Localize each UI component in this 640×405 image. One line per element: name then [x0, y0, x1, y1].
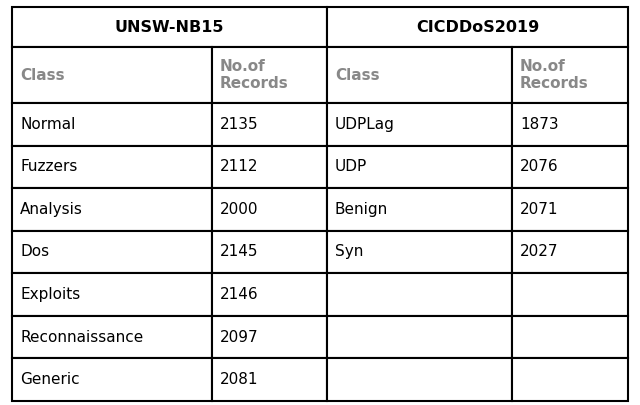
Bar	[512, 273, 628, 316]
Bar	[212, 316, 327, 358]
Text: 2076: 2076	[520, 159, 559, 175]
Bar	[212, 145, 327, 188]
Text: UNSW-NB15: UNSW-NB15	[115, 19, 224, 34]
Bar	[12, 316, 212, 358]
Bar	[327, 145, 512, 188]
Text: 2097: 2097	[220, 330, 259, 345]
Text: No.of
Records: No.of Records	[220, 59, 289, 91]
Bar	[512, 358, 628, 401]
Bar	[212, 103, 327, 145]
Bar	[512, 145, 628, 188]
Text: 2135: 2135	[220, 117, 259, 132]
Text: UDPLag: UDPLag	[335, 117, 395, 132]
Bar	[327, 47, 512, 103]
Text: 2081: 2081	[220, 372, 259, 387]
Bar	[327, 188, 512, 231]
Bar	[512, 188, 628, 231]
Bar	[327, 358, 512, 401]
Bar	[12, 273, 212, 316]
Text: Dos: Dos	[20, 245, 49, 260]
Text: Generic: Generic	[20, 372, 79, 387]
Bar	[12, 358, 212, 401]
Text: UDP: UDP	[335, 159, 367, 175]
Text: CICDDoS2019: CICDDoS2019	[416, 19, 539, 34]
Text: Reconnaissance: Reconnaissance	[20, 330, 143, 345]
Text: 2146: 2146	[220, 287, 259, 302]
Bar	[327, 316, 512, 358]
Bar	[12, 188, 212, 231]
Bar	[327, 273, 512, 316]
Text: Exploits: Exploits	[20, 287, 80, 302]
Text: 2071: 2071	[520, 202, 559, 217]
Bar	[327, 231, 512, 273]
Bar	[12, 145, 212, 188]
Text: 2112: 2112	[220, 159, 259, 175]
Text: 1873: 1873	[520, 117, 559, 132]
Bar	[12, 7, 327, 47]
Text: Benign: Benign	[335, 202, 388, 217]
Bar	[327, 103, 512, 145]
Bar	[327, 7, 628, 47]
Text: No.of
Records: No.of Records	[520, 59, 589, 91]
Bar	[12, 103, 212, 145]
Text: Fuzzers: Fuzzers	[20, 159, 77, 175]
Text: 2000: 2000	[220, 202, 259, 217]
Bar	[512, 316, 628, 358]
Bar	[212, 47, 327, 103]
Text: Normal: Normal	[20, 117, 76, 132]
Bar	[512, 103, 628, 145]
Text: Syn: Syn	[335, 245, 364, 260]
Bar	[212, 188, 327, 231]
Text: 2027: 2027	[520, 245, 559, 260]
Text: Analysis: Analysis	[20, 202, 83, 217]
Text: Class: Class	[335, 68, 380, 83]
Bar	[12, 47, 212, 103]
Text: Class: Class	[20, 68, 65, 83]
Text: 2145: 2145	[220, 245, 259, 260]
Bar	[212, 273, 327, 316]
Bar	[212, 231, 327, 273]
Bar	[212, 358, 327, 401]
Bar	[512, 231, 628, 273]
Bar	[512, 47, 628, 103]
Bar	[12, 231, 212, 273]
